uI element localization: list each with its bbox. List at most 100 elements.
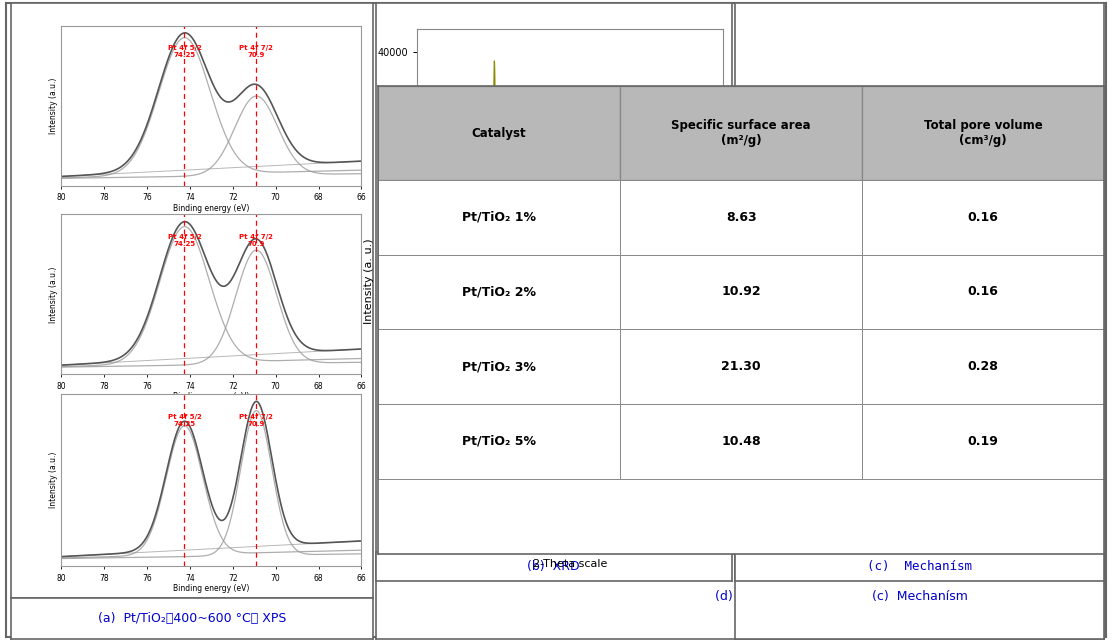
- Text: 10.92: 10.92: [722, 285, 761, 298]
- 600 ℃ Pt/TiO₂: [426, 164, 439, 172]
- Polygon shape: [965, 390, 1025, 399]
- Bar: [378, 330, 620, 404]
- Bar: [862, 86, 1104, 180]
- Bar: [378, 255, 620, 330]
- Polygon shape: [1015, 390, 1025, 429]
- Polygon shape: [965, 399, 1015, 429]
- Text: +CO: +CO: [832, 199, 845, 204]
- Bar: [620, 404, 862, 479]
- Legend: 300 ℃ Pt/TiO₂, 400 ℃ Pt/TiO₂, 500 ℃ Pt/TiO₂, 600 ℃ Pt/TiO₂: 300 ℃ Pt/TiO₂, 400 ℃ Pt/TiO₂, 500 ℃ Pt/T…: [627, 253, 718, 310]
- X-axis label: Binding energy (eV): Binding energy (eV): [173, 392, 249, 401]
- Text: -CO₂: -CO₂: [949, 414, 961, 419]
- 500 ℃ Pt/TiO₂: [605, 280, 618, 288]
- Text: (c)  Mechanísm: (c) Mechanísm: [872, 589, 967, 603]
- 600 ℃ Pt/TiO₂: [654, 164, 667, 172]
- Text: 8.63: 8.63: [726, 211, 756, 224]
- 300 ℃ Pt/TiO₂: [522, 513, 535, 521]
- Bar: [620, 180, 862, 255]
- Line: 500 ℃ Pt/TiO₂: 500 ℃ Pt/TiO₂: [417, 203, 723, 285]
- 300 ℃ Pt/TiO₂: [410, 513, 424, 521]
- Text: (a)  Pt/TiO₂（400~600 °C） XPS: (a) Pt/TiO₂（400~600 °C） XPS: [98, 612, 286, 625]
- Text: 21.30: 21.30: [722, 360, 761, 373]
- Text: 2. Pt/Toluene흡착CO₂흡착: 2. Pt/Toluene흡착CO₂흡착: [867, 228, 923, 234]
- 300 ℃ Pt/TiO₂: [426, 513, 439, 521]
- Y-axis label: Intensity (a.u.): Intensity (a.u.): [49, 266, 59, 323]
- 600 ℃ Pt/TiO₂: [605, 164, 618, 172]
- 300 ℃ Pt/TiO₂: [592, 513, 605, 521]
- Polygon shape: [991, 175, 1051, 184]
- Text: 0.19: 0.19: [967, 435, 999, 448]
- Line: 300 ℃ Pt/TiO₂: 300 ℃ Pt/TiO₂: [417, 484, 723, 517]
- Polygon shape: [870, 175, 931, 184]
- Y-axis label: Intensity (a.u.): Intensity (a.u.): [49, 452, 59, 508]
- 500 ℃ Pt/TiO₂: [592, 281, 605, 289]
- 500 ℃ Pt/TiO₂: [637, 280, 651, 288]
- Text: Pt 4f 7/2
70.9: Pt 4f 7/2 70.9: [239, 414, 274, 428]
- 400 ℃ Pt/TiO₂: [522, 397, 535, 404]
- Bar: [620, 330, 862, 404]
- Polygon shape: [764, 175, 824, 184]
- 300 ℃ Pt/TiO₂: [654, 513, 667, 521]
- 600 ℃ Pt/TiO₂: [716, 164, 729, 172]
- Text: Toluene: Toluene: [767, 111, 788, 115]
- 400 ℃ Pt/TiO₂: [716, 397, 729, 404]
- Text: Pt/TiO₂ 1%: Pt/TiO₂ 1%: [463, 211, 536, 224]
- 500 ℃ Pt/TiO₂: [426, 281, 439, 289]
- 500 ℃ Pt/TiO₂: [522, 281, 535, 289]
- Bar: [862, 255, 1104, 330]
- 400 ℃ Pt/TiO₂: [592, 397, 605, 404]
- Bar: [862, 404, 1104, 479]
- Bar: [620, 86, 862, 180]
- Y-axis label: Intensity (a. u.): Intensity (a. u.): [365, 239, 375, 324]
- Text: 0.16: 0.16: [967, 285, 999, 298]
- 400 ℃ Pt/TiO₂: [410, 397, 424, 404]
- 600 ℃ Pt/TiO₂: [410, 164, 424, 172]
- Text: Pt 4f 7/2
70.9: Pt 4f 7/2 70.9: [239, 45, 274, 58]
- Text: (b)  XRD: (b) XRD: [527, 560, 580, 573]
- Polygon shape: [824, 399, 874, 429]
- 300 ℃ Pt/TiO₂: [637, 513, 651, 521]
- Polygon shape: [920, 175, 931, 214]
- Text: Pt 4f 5/2
74.25: Pt 4f 5/2 74.25: [168, 414, 201, 428]
- Polygon shape: [870, 184, 920, 214]
- 500 ℃ Pt/TiO₂: [654, 281, 667, 289]
- Polygon shape: [991, 184, 1040, 214]
- 600 ℃ Pt/TiO₂: [592, 164, 605, 172]
- Text: 4. Pt/Terrace에서산소에너지흡착: 4. Pt/Terrace에서산소에너지흡착: [818, 444, 880, 449]
- Text: Specific surface area
(m²/g): Specific surface area (m²/g): [672, 119, 811, 147]
- Bar: [862, 330, 1104, 404]
- Text: OH: OH: [897, 132, 906, 137]
- Text: (d)  BET: (d) BET: [715, 589, 765, 603]
- 300 ℃ Pt/TiO₂: [488, 481, 502, 488]
- Text: Total pore volume
(cm³/g): Total pore volume (cm³/g): [924, 119, 1043, 147]
- 600 ℃ Pt/TiO₂: [488, 57, 502, 65]
- Text: OH: OH: [768, 132, 777, 137]
- Text: Catalyst: Catalyst: [471, 127, 526, 140]
- 500 ℃ Pt/TiO₂: [716, 281, 729, 289]
- Text: COOH: COOH: [847, 347, 864, 352]
- Text: 0.28: 0.28: [967, 360, 999, 373]
- Text: Pt/TiO₂ 5%: Pt/TiO₂ 5%: [463, 435, 536, 448]
- Line: 400 ℃ Pt/TiO₂: 400 ℃ Pt/TiO₂: [417, 357, 723, 401]
- 600 ℃ Pt/TiO₂: [522, 164, 535, 172]
- Polygon shape: [824, 390, 884, 399]
- Text: Stp: Stp: [786, 121, 795, 126]
- Point: [1006, 161, 1024, 171]
- 400 ℃ Pt/TiO₂: [654, 397, 667, 404]
- Y-axis label: Intensity (a.u.): Intensity (a.u.): [49, 77, 59, 134]
- 500 ℃ Pt/TiO₂: [488, 199, 502, 207]
- Polygon shape: [814, 175, 824, 214]
- Bar: [378, 180, 620, 255]
- X-axis label: Binding energy (eV): Binding energy (eV): [173, 584, 249, 593]
- 400 ℃ Pt/TiO₂: [605, 397, 618, 404]
- 500 ℃ Pt/TiO₂: [410, 281, 424, 289]
- X-axis label: 2-Theta scale: 2-Theta scale: [533, 559, 607, 569]
- Polygon shape: [874, 390, 884, 429]
- 400 ℃ Pt/TiO₂: [488, 353, 502, 361]
- Text: COOH: COOH: [1005, 121, 1024, 126]
- Text: 5. 산소의 COOH반응후CO₂로 탈착: 5. 산소의 COOH반응후CO₂로 탈착: [959, 444, 1022, 449]
- 300 ℃ Pt/TiO₂: [716, 513, 729, 521]
- Text: COOH: COOH: [981, 342, 1000, 347]
- Text: Pt 4f 5/2
74.25: Pt 4f 5/2 74.25: [168, 234, 201, 246]
- X-axis label: Binding energy (eV): Binding energy (eV): [173, 204, 249, 212]
